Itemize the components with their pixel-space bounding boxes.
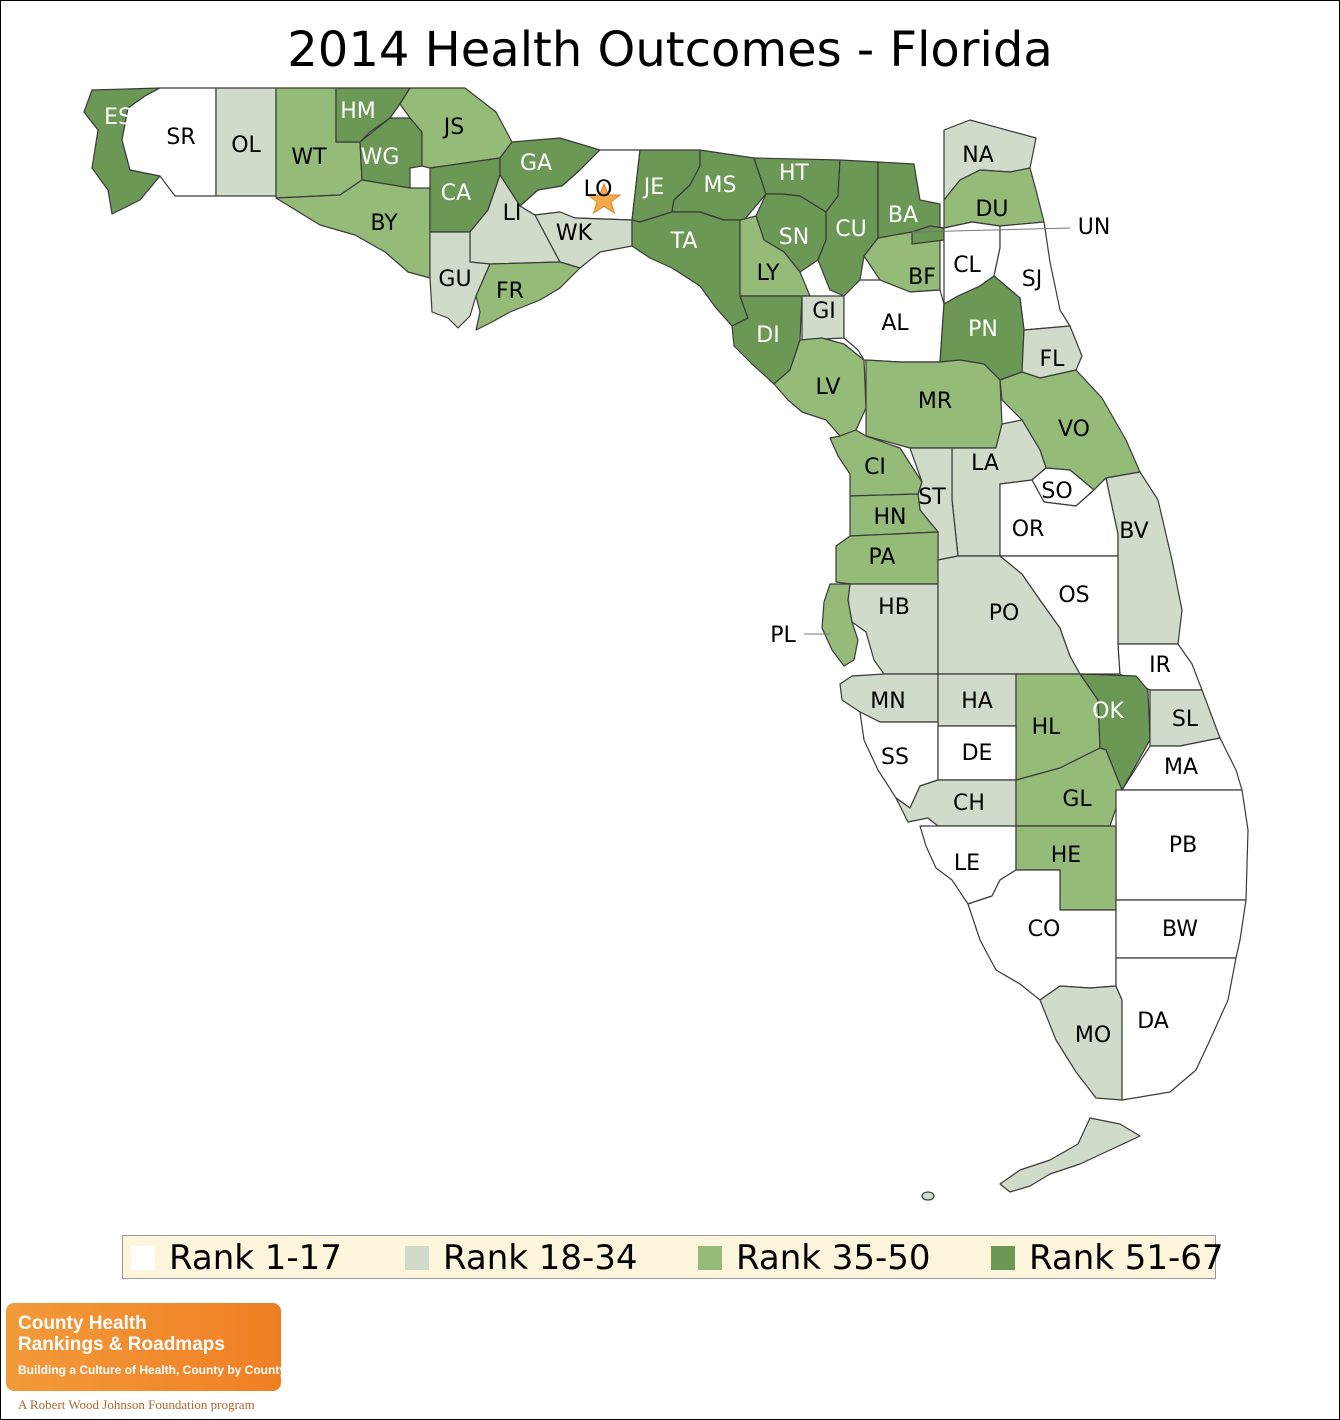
county-label-MN: MN <box>870 689 905 714</box>
county-FR[interactable] <box>475 261 581 331</box>
county-label-SS: SS <box>881 745 909 770</box>
county-label-HL: HL <box>1032 715 1062 740</box>
county-label-JE: JE <box>642 175 664 200</box>
county-label-FR: FR <box>496 279 524 304</box>
county-label-SO: SO <box>1041 479 1072 504</box>
county-BV[interactable] <box>1105 471 1183 645</box>
county-label-PN: PN <box>968 317 998 342</box>
county-label-DU: DU <box>975 197 1008 222</box>
legend-swatch-icon <box>991 1246 1015 1270</box>
county-label-LI: LI <box>503 201 522 226</box>
county-label-CH: CH <box>953 791 985 816</box>
county-label-BY: BY <box>370 211 398 236</box>
county-label-HE: HE <box>1051 843 1081 868</box>
county-label-DA: DA <box>1137 1009 1169 1034</box>
county-label-CU: CU <box>835 217 866 242</box>
legend-label: Rank 35-50 <box>736 1238 931 1278</box>
county-label-GL: GL <box>1062 787 1092 812</box>
county-label-SN: SN <box>779 225 809 250</box>
county-label-OL: OL <box>231 133 261 158</box>
county-label-GU: GU <box>438 267 471 292</box>
county-label-IR: IR <box>1149 653 1171 678</box>
legend-label: Rank 18-34 <box>443 1238 638 1278</box>
county-label-CO: CO <box>1028 917 1061 942</box>
county-label-HN: HN <box>874 505 907 530</box>
county-DI[interactable] <box>731 295 803 385</box>
county-label-CI: CI <box>864 455 886 480</box>
county-label-BF: BF <box>908 265 936 290</box>
organization-logo[interactable]: County Health Rankings & Roadmaps Buildi… <box>6 1303 286 1391</box>
county-label-FL: FL <box>1040 347 1066 372</box>
county-label-HM: HM <box>340 99 376 124</box>
county-label-MO: MO <box>1075 1023 1111 1048</box>
county-label-LA: LA <box>971 451 999 476</box>
county-label-SJ: SJ <box>1022 267 1042 292</box>
county-label-DI: DI <box>756 323 779 348</box>
county-label-MR: MR <box>918 389 952 414</box>
county-label-PB: PB <box>1169 833 1197 858</box>
county-DA[interactable] <box>1115 957 1237 1101</box>
county-label-BA: BA <box>888 203 918 228</box>
county-PL[interactable] <box>821 583 859 667</box>
county-label-WG: WG <box>361 145 400 170</box>
county-HN[interactable] <box>849 493 939 537</box>
county-GU[interactable] <box>429 231 491 329</box>
county-label-HT: HT <box>779 161 810 186</box>
county-label-OS: OS <box>1058 583 1089 608</box>
map-legend: Rank 1-17 Rank 18-34 Rank 35-50 Rank 51-… <box>122 1235 1224 1279</box>
county-label-MS: MS <box>704 173 737 198</box>
county-label-PO: PO <box>989 601 1020 626</box>
county-label-WT: WT <box>291 145 327 170</box>
county-label-LE: LE <box>954 851 980 876</box>
county-label-LV: LV <box>816 375 841 400</box>
county-label-DE: DE <box>962 741 993 766</box>
legend-swatch-icon <box>698 1246 722 1270</box>
county-BW[interactable] <box>1115 899 1247 959</box>
county-label-SR: SR <box>166 125 195 150</box>
footer-credit: A Robert Wood Johnson Foundation program <box>18 1397 255 1412</box>
county-label-PL: PL <box>770 623 796 648</box>
county-MO[interactable] <box>1039 985 1123 1101</box>
logo-title-line-2: Rankings & Roadmaps <box>18 1334 225 1355</box>
county-label-OK: OK <box>1092 699 1124 724</box>
county-label-GA: GA <box>520 151 552 176</box>
county-label-LY: LY <box>757 261 780 286</box>
county-label-NA: NA <box>962 143 994 168</box>
county-label-SL: SL <box>1172 707 1199 732</box>
county-label-BV: BV <box>1119 519 1148 544</box>
county-label-WK: WK <box>556 221 593 246</box>
dry-tortugas-island <box>921 1191 935 1201</box>
florida-keys <box>999 1117 1141 1193</box>
county-label-BW: BW <box>1162 917 1198 942</box>
county-label-CL: CL <box>953 253 981 278</box>
county-label-ST: ST <box>918 485 946 510</box>
county-label-ES: ES <box>104 105 132 130</box>
county-label-HA: HA <box>961 689 993 714</box>
legend-label: Rank 51-67 <box>1029 1238 1224 1278</box>
county-label-CA: CA <box>441 181 471 206</box>
florida-county-map: ES SR OL WT HM WG JS BY CA GA LI LO WK GU FR JE MS TA HT SN… <box>83 87 1249 1201</box>
county-OS[interactable] <box>999 555 1121 675</box>
logo-tagline: Building a Culture of Health, County by … <box>18 1363 286 1377</box>
un-leader-line <box>911 227 1071 233</box>
map-title: 2014 Health Outcomes - Florida <box>287 22 1053 78</box>
county-label-PA: PA <box>869 545 896 570</box>
legend-swatch-icon <box>405 1246 429 1270</box>
county-label-OR: OR <box>1012 517 1045 542</box>
county-label-VO: VO <box>1058 417 1090 442</box>
county-label-TA: TA <box>670 229 698 254</box>
legend-swatch-icon <box>131 1246 155 1270</box>
county-label-LO: LO <box>584 177 613 202</box>
legend-label: Rank 1-17 <box>169 1238 342 1278</box>
logo-title-line-1: County Health <box>18 1313 147 1334</box>
county-BY[interactable] <box>275 179 431 279</box>
county-label-JS: JS <box>442 115 464 140</box>
county-label-HB: HB <box>878 595 910 620</box>
county-label-MA: MA <box>1164 755 1198 780</box>
county-label-AL: AL <box>881 311 909 336</box>
county-label-GI: GI <box>812 299 836 324</box>
state-capital-star-icon <box>586 182 622 215</box>
county-label-UN: UN <box>1078 215 1111 240</box>
